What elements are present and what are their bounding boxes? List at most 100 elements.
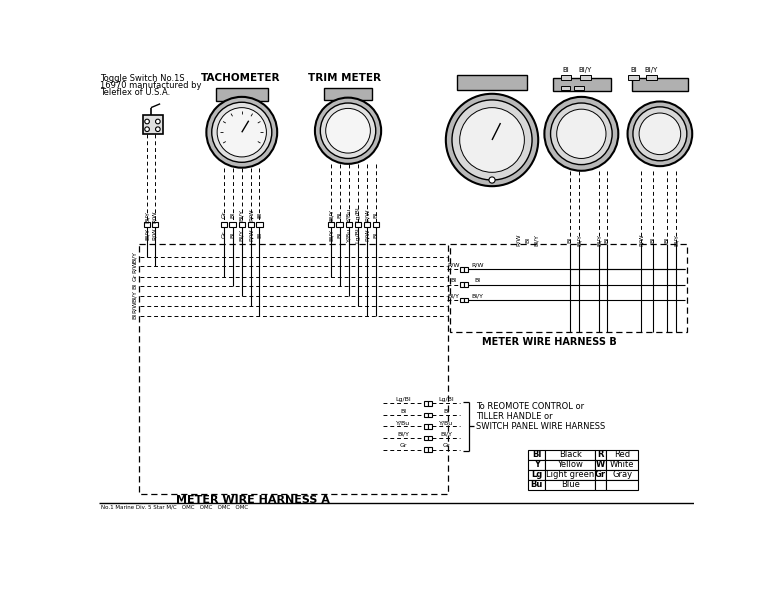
Text: Bl/Y: Bl/Y — [145, 211, 149, 223]
Text: METER WIRE HARNESS A: METER WIRE HARNESS A — [175, 495, 329, 505]
Bar — [465, 267, 468, 272]
Bar — [428, 436, 432, 441]
Text: R/W: R/W — [152, 228, 157, 240]
Circle shape — [489, 177, 495, 183]
Text: Bl: Bl — [257, 231, 262, 238]
Text: Bl/Y: Bl/Y — [533, 234, 539, 246]
Text: R/W: R/W — [639, 234, 644, 246]
Bar — [545, 459, 595, 469]
Bar — [580, 75, 591, 80]
Text: R/W: R/W — [365, 209, 369, 221]
Text: R/W: R/W — [448, 263, 460, 268]
Text: Gray: Gray — [612, 470, 632, 479]
Text: Lg/Bl: Lg/Bl — [396, 397, 411, 402]
Bar — [560, 75, 571, 80]
Circle shape — [155, 119, 160, 124]
Circle shape — [145, 119, 149, 124]
Bar — [239, 221, 245, 227]
Circle shape — [452, 100, 532, 180]
Text: Bl/Y: Bl/Y — [645, 67, 658, 73]
Text: Bl: Bl — [373, 211, 378, 218]
Bar — [424, 401, 428, 406]
Bar — [424, 412, 428, 417]
Text: Gr: Gr — [400, 443, 407, 448]
Text: Bl: Bl — [230, 231, 235, 238]
Bar — [465, 283, 468, 287]
Text: Bu: Bu — [530, 480, 543, 489]
Bar — [144, 221, 150, 227]
Circle shape — [217, 108, 267, 157]
Bar — [646, 75, 657, 80]
Bar — [461, 283, 465, 287]
Bar — [428, 424, 432, 429]
Bar — [628, 75, 639, 80]
Text: Bl/Y: Bl/Y — [397, 432, 410, 436]
Bar — [152, 221, 158, 227]
Text: Bl/Y: Bl/Y — [240, 229, 244, 241]
Text: Bl: Bl — [373, 231, 378, 238]
Text: To REOMOTE CONTROL or: To REOMOTE CONTROL or — [476, 402, 584, 411]
Circle shape — [446, 94, 538, 186]
Bar — [424, 436, 428, 441]
Bar — [424, 424, 428, 429]
Text: Bl: Bl — [400, 409, 407, 413]
Text: Gr: Gr — [443, 443, 451, 448]
Text: White: White — [610, 460, 635, 469]
Bar — [595, 449, 606, 459]
Text: Lg/Bl: Lg/Bl — [356, 207, 360, 223]
Text: Y: Y — [533, 460, 540, 469]
Text: R/W: R/W — [516, 234, 521, 246]
Text: Toggle Switch No.1S: Toggle Switch No.1S — [100, 74, 185, 83]
Text: R/W: R/W — [248, 209, 254, 221]
Bar — [528, 469, 545, 479]
Text: 16970 manufactured by: 16970 manufactured by — [100, 81, 202, 90]
Text: Y/Bu: Y/Bu — [346, 207, 351, 222]
Text: METER WIRE HARNESS B: METER WIRE HARNESS B — [482, 337, 616, 347]
Text: Yellow: Yellow — [557, 460, 583, 469]
Text: R/W: R/W — [152, 211, 157, 223]
Bar — [324, 88, 372, 100]
Bar — [458, 75, 526, 90]
Bar — [606, 469, 638, 479]
Bar — [328, 221, 334, 227]
Text: R/W: R/W — [365, 229, 369, 241]
Bar — [545, 479, 595, 489]
Circle shape — [320, 103, 376, 158]
Text: Bl: Bl — [132, 283, 138, 289]
Text: Bl: Bl — [337, 231, 342, 238]
Bar — [138, 244, 448, 494]
Circle shape — [557, 109, 606, 158]
Circle shape — [633, 107, 687, 161]
Bar — [595, 479, 606, 489]
Bar — [143, 115, 163, 134]
Text: Bl: Bl — [257, 211, 262, 218]
Text: Blue: Blue — [560, 480, 580, 489]
Text: R/W: R/W — [248, 229, 254, 241]
Text: Bl: Bl — [630, 67, 637, 73]
Bar — [216, 88, 268, 101]
Text: W: W — [596, 460, 605, 469]
Circle shape — [325, 108, 370, 153]
Bar — [606, 449, 638, 459]
Text: Bl: Bl — [664, 237, 669, 243]
Bar — [528, 479, 545, 489]
Text: Bl: Bl — [604, 237, 609, 243]
Text: Lg/Bl: Lg/Bl — [439, 397, 455, 402]
Bar — [595, 459, 606, 469]
Bar — [257, 221, 263, 227]
Text: Black: Black — [559, 450, 581, 459]
Text: Bl: Bl — [567, 237, 572, 243]
Text: Bl: Bl — [475, 279, 480, 283]
Bar — [574, 86, 584, 90]
Bar — [632, 78, 688, 91]
Text: Gr: Gr — [132, 273, 138, 281]
Text: Bl/Y: Bl/Y — [597, 234, 601, 246]
Text: Bl: Bl — [525, 237, 530, 243]
Text: TILLER HANDLE or: TILLER HANDLE or — [476, 412, 553, 421]
Text: Bl: Bl — [650, 237, 656, 243]
Text: Bl/Y: Bl/Y — [441, 432, 453, 436]
Text: Bl: Bl — [132, 313, 138, 319]
Circle shape — [550, 103, 612, 164]
Text: Bl/Y: Bl/Y — [472, 294, 483, 299]
Text: R/W: R/W — [132, 260, 138, 273]
